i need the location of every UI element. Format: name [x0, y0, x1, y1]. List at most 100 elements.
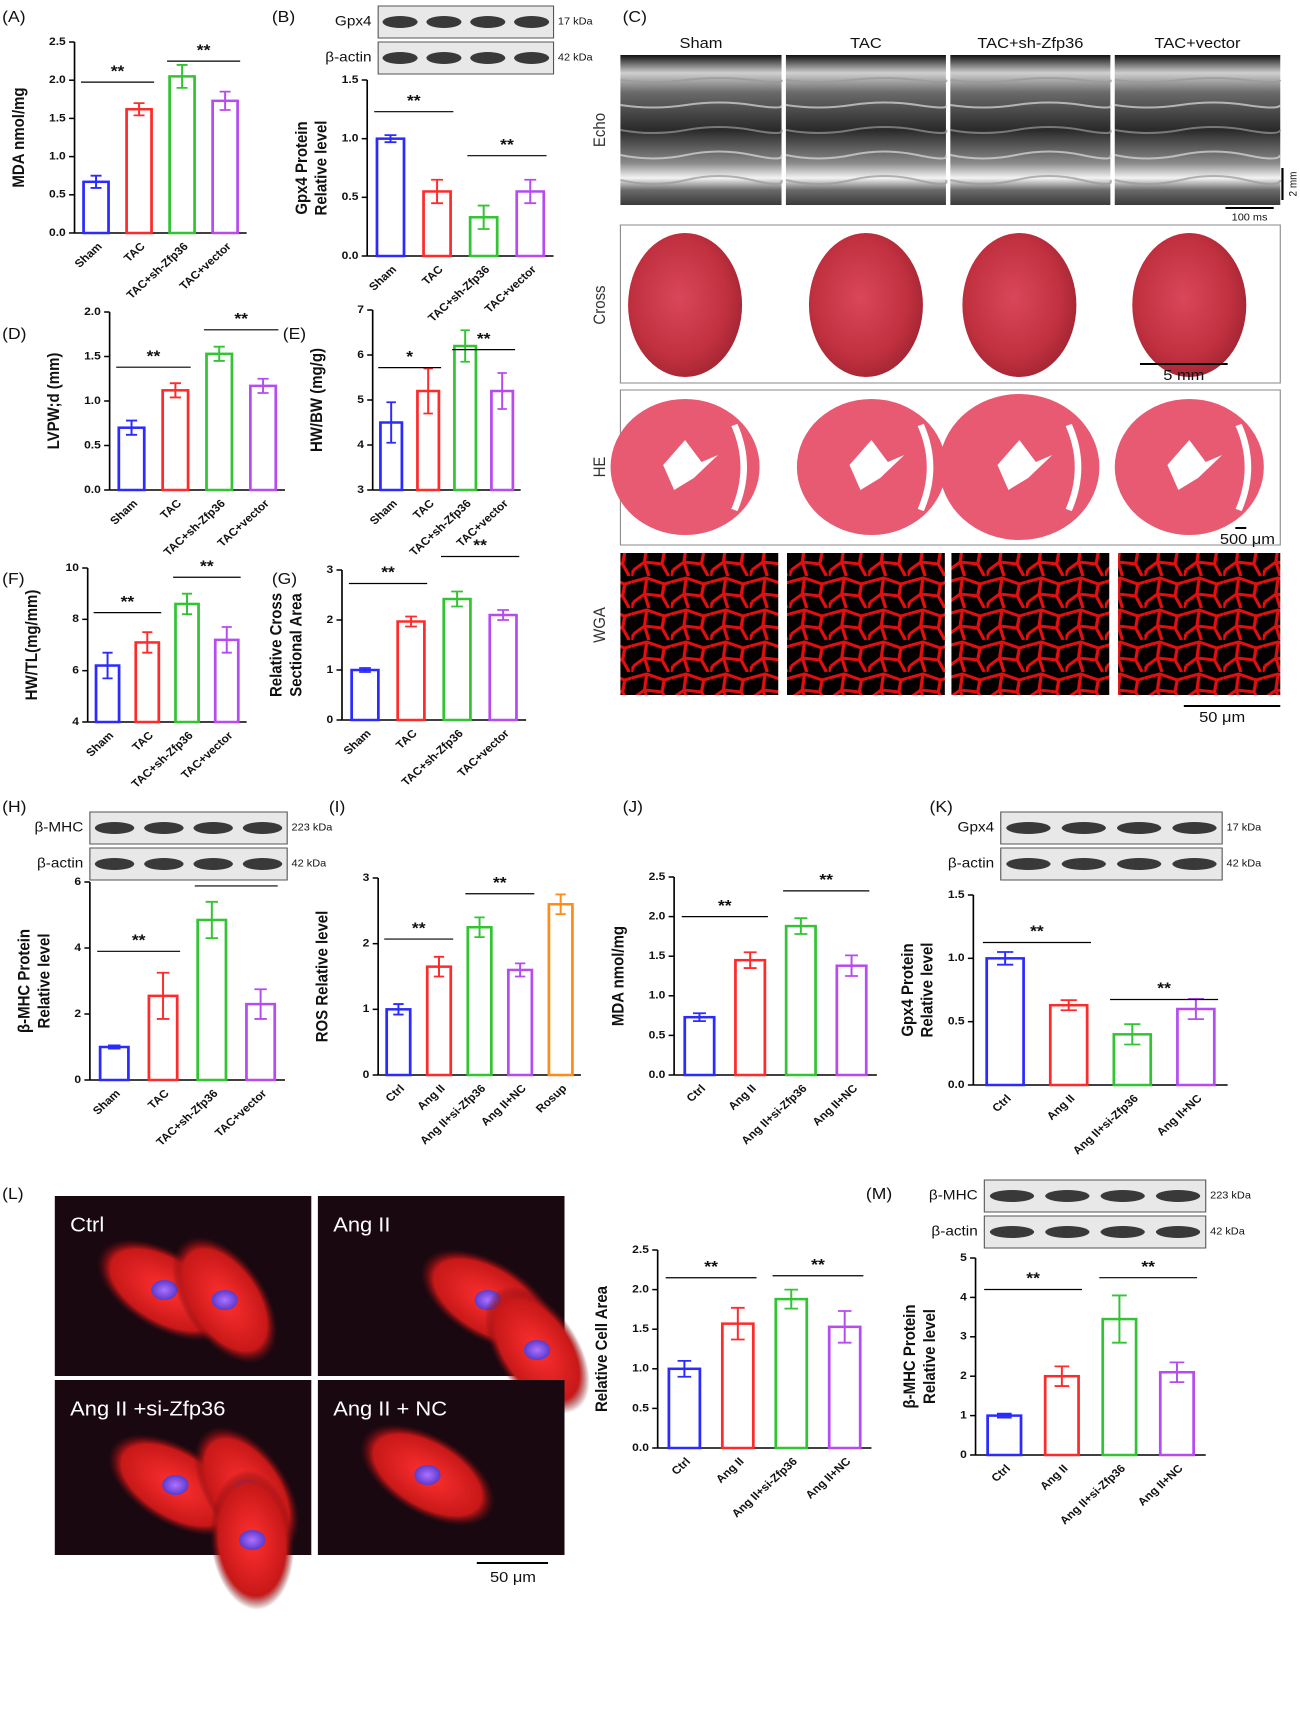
wga-image — [620, 553, 779, 695]
echo-trace — [950, 126, 1112, 134]
error-bar — [181, 592, 193, 616]
error-bar — [1169, 1361, 1185, 1384]
blot-band — [1006, 822, 1051, 834]
x-tick-label: Rosup — [534, 1083, 569, 1115]
error-bar — [996, 1412, 1012, 1419]
image-label: Ctrl — [70, 1214, 104, 1236]
y-tick-label: 0.0 — [84, 484, 101, 495]
significance-label: * — [406, 348, 413, 366]
echo-trace — [620, 150, 783, 160]
bar — [82, 180, 110, 235]
y-tick-label: 4 — [72, 716, 79, 727]
y-tick-label: 1.0 — [649, 990, 666, 1001]
significance-label: ** — [704, 1258, 718, 1276]
y-tick-label: 0.5 — [49, 189, 66, 200]
y-tick-label: 3 — [960, 1331, 967, 1342]
bar — [211, 99, 239, 235]
error-bar — [677, 1359, 692, 1378]
image-label: Ang II +si-Zfp36 — [70, 1398, 225, 1420]
y-tick-label: 1.0 — [948, 953, 965, 964]
x-tick-label: TAC — [158, 498, 184, 522]
error-bar — [257, 377, 269, 394]
y-tick-label: 1.5 — [342, 74, 359, 85]
y-tick-label: 1.5 — [49, 113, 66, 124]
error-bar — [1112, 1294, 1127, 1344]
y-tick-label: 2 — [74, 1008, 81, 1019]
he-lumen — [997, 440, 1053, 490]
bar — [547, 903, 574, 1077]
x-tick-label: Ang II+NC — [1155, 1093, 1205, 1139]
wga-image — [951, 553, 1110, 695]
blot-name: β-actin — [37, 856, 83, 871]
bar — [1043, 1374, 1080, 1457]
error-bar — [142, 631, 153, 654]
error-bar — [477, 204, 490, 230]
y-tick-label: 0.0 — [49, 227, 66, 238]
y-axis-label: Relative level — [313, 121, 331, 216]
y-axis-label: Sectional Area — [288, 593, 306, 697]
error-bar — [254, 988, 267, 1020]
bar — [134, 641, 161, 724]
scale-label: 50 μm — [1199, 710, 1245, 726]
y-axis-label: ROS Relative level — [314, 911, 332, 1043]
column-header: TAC — [850, 36, 882, 52]
y-tick-label: 1.0 — [342, 133, 359, 144]
y-tick-label: 0.5 — [649, 1030, 666, 1041]
y-axis-label: Gpx4 Protein — [293, 121, 311, 214]
bar — [683, 1015, 716, 1077]
panel-label: (I) — [329, 798, 346, 816]
error-bar — [384, 134, 397, 144]
significance-label: ** — [381, 563, 395, 581]
bar — [1158, 1371, 1196, 1457]
heart-image — [1132, 233, 1247, 377]
echo-trace — [1114, 77, 1282, 83]
blot-size: 17 kDa — [1227, 823, 1262, 833]
error-bar — [845, 954, 859, 977]
error-bar — [731, 1306, 745, 1341]
x-tick-label: TAC+vector — [213, 1088, 270, 1140]
significance-label: ** — [811, 1256, 825, 1274]
blot-band — [242, 858, 283, 870]
significance-label: ** — [1030, 922, 1044, 940]
error-bar — [497, 372, 507, 410]
blot-band — [382, 52, 418, 64]
blot-size: 17 kDa — [558, 17, 593, 27]
blot-band — [94, 822, 135, 834]
y-tick-label: 1.5 — [649, 951, 666, 962]
error-bar — [423, 367, 433, 415]
x-tick-label: TAC — [394, 728, 420, 752]
y-tick-label: 3 — [363, 872, 370, 883]
significance-label: ** — [819, 871, 833, 889]
row-label: Cross — [591, 285, 609, 324]
y-tick-label: 0.5 — [948, 1016, 965, 1027]
y-tick-label: 0.0 — [948, 1079, 965, 1090]
bar — [375, 137, 406, 258]
error-bar — [221, 626, 232, 654]
blot-band — [1155, 1190, 1201, 1202]
error-bar — [205, 900, 219, 939]
scale-label: 5 mm — [1163, 368, 1204, 384]
row-label: WGA — [591, 607, 609, 643]
significance-label: ** — [493, 874, 507, 892]
y-tick-label: 10 — [66, 562, 79, 573]
y-tick-label: 2.5 — [649, 871, 666, 882]
echo-trace — [1114, 101, 1282, 109]
blot-band — [1117, 858, 1162, 870]
error-bar — [393, 1003, 404, 1016]
blot-band — [470, 52, 506, 64]
y-tick-label: 0.5 — [84, 440, 101, 451]
y-axis-label: LVPW;d (mm) — [46, 353, 64, 450]
significance-label: ** — [132, 931, 146, 949]
y-tick-label: 1.5 — [84, 351, 101, 362]
blot-name: β-actin — [948, 856, 994, 871]
y-tick-label: 0.5 — [342, 192, 359, 203]
panel-label: (D) — [2, 325, 26, 343]
echo-trace — [950, 150, 1112, 160]
x-tick-label: Sham — [368, 498, 400, 527]
x-tick-label: Ang II+NC — [804, 1456, 854, 1502]
x-tick-label: Ang II+NC — [1136, 1463, 1186, 1509]
y-tick-label: 6 — [72, 665, 79, 676]
y-tick-label: 1 — [363, 1004, 370, 1015]
echo-trace — [620, 77, 783, 83]
